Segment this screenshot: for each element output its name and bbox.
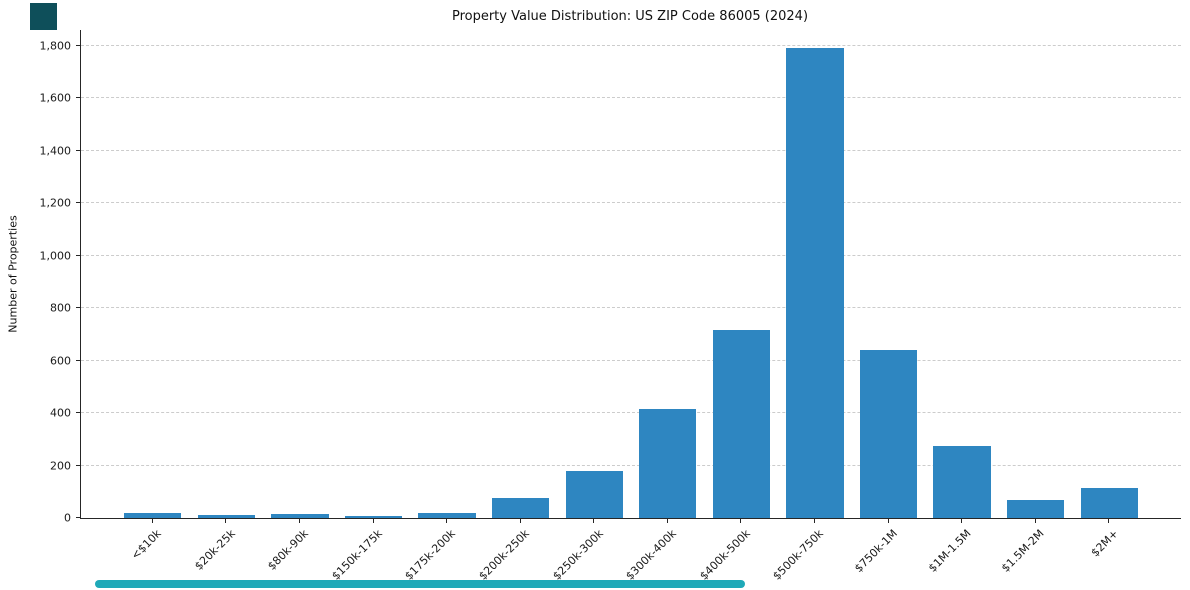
x-tick-mark [740,519,742,523]
y-tick-label: 400 [50,406,71,420]
y-tick-label: 800 [50,301,71,315]
bar [271,514,329,518]
x-tick-label: <$10k [128,527,164,563]
horizontal-scrollbar-thumb[interactable] [95,580,745,588]
bar [197,515,256,518]
decorative-corner-square [30,3,57,30]
y-axis: 0 200 400 600 800 1,000 1,200 1,400 1,600 1,800 [0,30,80,525]
x-tick-mark [593,519,595,523]
x-tick-label: $150k-175k [329,527,385,583]
y-tick-mark [76,44,80,46]
x-tick-label: $400k-500k [696,527,753,583]
gridline [81,307,1181,309]
y-tick-label: 1,400 [39,144,72,158]
gridline [81,412,1181,414]
x-tick-label: $1M-1.5M [925,527,974,575]
bar [712,330,771,518]
bar [859,350,918,518]
bar [639,409,697,518]
x-tick-mark [961,519,963,523]
gridline [81,254,1181,256]
gridline [81,464,1181,466]
y-tick-label: 1,200 [39,196,72,210]
x-tick-mark [151,519,153,523]
x-tick-label: $200k-250k [476,527,532,583]
x-tick-mark [446,519,448,523]
y-tick-label: 1,000 [39,249,72,263]
x-axis: <$10k $20k-25k $80k-90k $150k-175k $175k-200… [80,518,1180,590]
bar [1080,487,1138,518]
bar [418,512,476,518]
x-tick-label: $80k-90k [265,527,312,573]
plot-area [80,30,1181,519]
gridline [81,44,1181,46]
bar [565,470,623,518]
x-tick-label: $300k-400k [623,527,679,583]
x-tick-mark [666,519,668,523]
y-tick-mark [76,412,80,414]
y-tick-mark [76,464,80,466]
bar [786,48,844,518]
bar [124,512,182,518]
y-tick-label: 600 [50,354,71,368]
bar [491,497,550,518]
x-tick-mark [813,519,815,523]
x-tick-mark [1108,519,1110,523]
chart-title: Property Value Distribution: US ZIP Code… [451,9,809,24]
gridline [81,359,1181,361]
y-tick-mark [76,149,80,151]
y-tick-mark [76,97,80,99]
x-tick-label: $175k-200k [402,527,459,583]
x-tick-mark [372,519,374,523]
y-tick-label: 200 [50,459,71,473]
bar [1006,499,1065,518]
y-tick-mark [76,254,80,256]
gridline [81,202,1181,204]
y-tick-mark [76,307,80,309]
gridline [81,149,1181,151]
y-tick-mark [76,359,80,361]
x-tick-mark [1034,519,1036,523]
y-tick-mark [76,517,80,518]
bar [933,445,991,518]
x-tick-label: $1.5M-2M [999,527,1047,575]
x-tick-label: $20k-25k [191,527,238,573]
x-tick-label: $250k-300k [549,527,606,583]
x-tick-label: $750k-1M [851,527,900,575]
y-tick-label: 1,600 [39,91,72,105]
x-tick-mark [887,519,889,523]
x-tick-mark [519,519,521,523]
bar [344,515,403,518]
y-tick-label: 0 [64,511,71,525]
y-tick-mark [76,202,80,204]
x-tick-mark [298,519,300,523]
x-tick-label: $500k-750k [770,527,827,583]
x-tick-label: $2M+ [1088,527,1121,560]
x-tick-mark [225,519,227,523]
y-tick-label: 1,800 [39,39,72,53]
gridline [81,97,1181,99]
